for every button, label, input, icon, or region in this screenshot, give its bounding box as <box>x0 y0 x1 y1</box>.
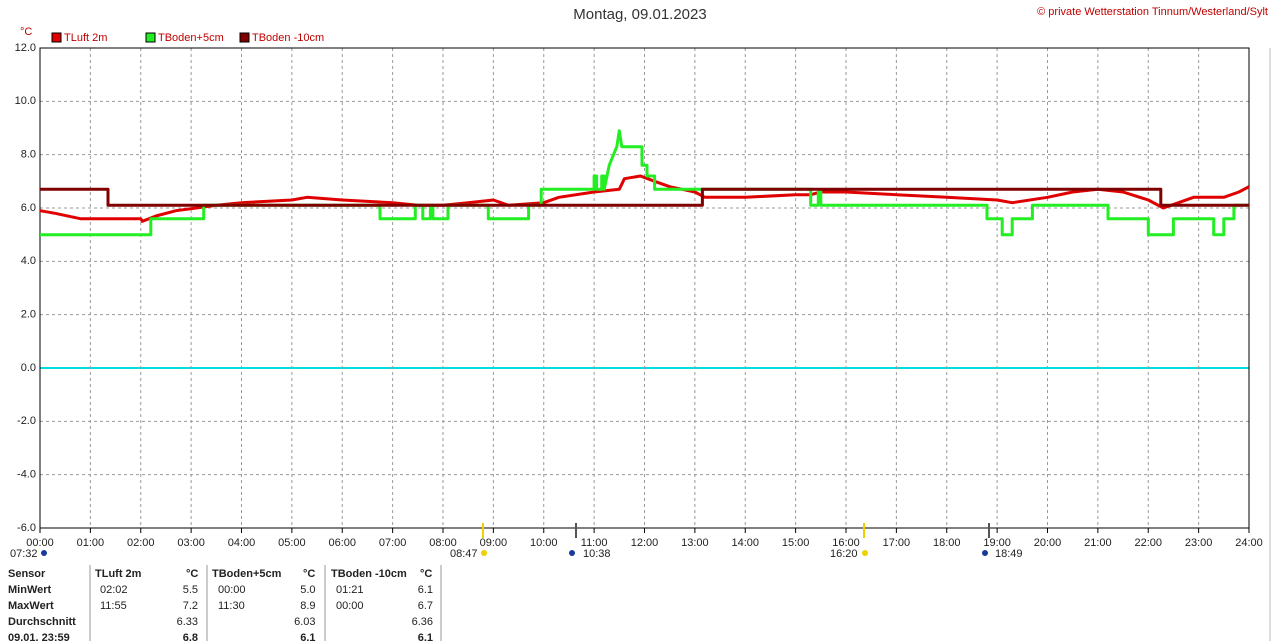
cell-value: 5.0 <box>300 584 315 596</box>
plot-frame <box>39 47 1250 529</box>
cell-time: 11:55 <box>100 600 127 612</box>
x-tick-label: 09:00 <box>480 537 508 549</box>
legend-swatch <box>51 32 62 43</box>
y-tick-label: 6.0 <box>21 202 36 214</box>
series-line <box>40 129 1249 237</box>
cell-time: 00:00 <box>218 584 246 596</box>
x-tick-label: 23:00 <box>1185 537 1213 549</box>
x-tick-label: 21:00 <box>1084 537 1112 549</box>
stats-table: Sensor TLuft 2m °C TBoden+5cm °C TBoden -10cm… <box>8 565 442 641</box>
annotation-icon <box>481 550 487 556</box>
x-tick-label: 12:00 <box>631 537 659 549</box>
x-tick-label: 00:00 <box>26 537 54 549</box>
x-tick-label: 17:00 <box>883 537 911 549</box>
x-tick-label: 03:00 <box>177 537 205 549</box>
legend-swatch <box>239 32 250 43</box>
time-annotation: 08:47 <box>450 548 478 560</box>
time-annotation: 07:32 <box>10 548 38 560</box>
row-label: Durchschnitt <box>8 616 76 628</box>
x-tick-label: 06:00 <box>328 537 356 549</box>
y-tick-label: 8.0 <box>21 149 36 161</box>
cell-value: 7.2 <box>183 600 198 612</box>
x-tick-label: 14:00 <box>731 537 759 549</box>
table-header: Sensor <box>8 568 46 580</box>
table-header: °C <box>420 568 432 580</box>
x-tick-label: 01:00 <box>77 537 105 549</box>
cell-value: 6.7 <box>418 600 433 612</box>
cell-time: 02:02 <box>100 584 128 596</box>
cell-value: 6.1 <box>418 632 433 641</box>
series-line <box>40 187 1249 207</box>
annotation-icon <box>569 550 575 556</box>
y-tick-label: 0.0 <box>21 362 36 374</box>
legend-label: TLuft 2m <box>64 32 107 44</box>
cell-value: 8.9 <box>300 600 315 612</box>
x-tick-label: 19:00 <box>983 537 1011 549</box>
legend-label: TBoden -10cm <box>252 32 324 44</box>
table-header: °C <box>186 568 198 580</box>
time-annotation: 16:20 <box>830 548 858 560</box>
y-tick-label: -2.0 <box>17 415 36 427</box>
x-tick-label: 04:00 <box>228 537 256 549</box>
legend-swatch <box>145 32 156 43</box>
annotation-icon <box>862 550 868 556</box>
time-annotation: 18:49 <box>995 548 1023 560</box>
row-label: MaxWert <box>8 600 54 612</box>
x-tick-label: 24:00 <box>1235 537 1263 549</box>
x-tick-label: 08:00 <box>429 537 457 549</box>
cell-time: 11:30 <box>218 600 245 612</box>
cell-value: 6.33 <box>177 616 198 628</box>
x-tick-label: 20:00 <box>1034 537 1062 549</box>
annotation-icon <box>982 550 988 556</box>
time-annotation: 10:38 <box>583 548 611 560</box>
row-label: 09.01. 23:59 <box>8 632 70 641</box>
x-tick-label: 07:00 <box>379 537 407 549</box>
cell-value: 6.03 <box>294 616 315 628</box>
y-tick-label: 4.0 <box>21 255 36 267</box>
x-tick-label: 22:00 <box>1134 537 1162 549</box>
legend-label: TBoden+5cm <box>158 32 224 44</box>
table-header: TBoden -10cm <box>331 568 407 580</box>
chart-title: Montag, 09.01.2023 <box>573 6 706 23</box>
x-tick-label: 13:00 <box>681 537 709 549</box>
cell-value: 6.36 <box>412 616 433 628</box>
cell-value: 6.1 <box>300 632 315 641</box>
y-tick-label: 2.0 <box>21 309 36 321</box>
x-tick-label: 02:00 <box>127 537 155 549</box>
table-header: °C <box>303 568 315 580</box>
y-tick-label: 10.0 <box>15 95 36 107</box>
cell-time: 01:21 <box>336 584 364 596</box>
table-header: TLuft 2m <box>95 568 142 580</box>
x-tick-label: 16:00 <box>832 537 860 549</box>
copyright: © private Wetterstation Tinnum/Westerlan… <box>1037 6 1268 18</box>
x-tick-label: 11:00 <box>581 537 608 549</box>
table-header: TBoden+5cm <box>212 568 282 580</box>
cell-time: 00:00 <box>336 600 364 612</box>
x-tick-label: 10:00 <box>530 537 558 549</box>
cell-value: 6.1 <box>418 584 433 596</box>
y-tick-label: 12.0 <box>15 42 36 54</box>
y-axis-unit: °C <box>20 26 32 38</box>
x-tick-label: 18:00 <box>933 537 961 549</box>
y-tick-label: -6.0 <box>17 522 36 534</box>
annotation-icon <box>41 550 47 556</box>
row-label: MinWert <box>8 584 52 596</box>
cell-value: 5.5 <box>183 584 198 596</box>
x-tick-label: 15:00 <box>782 537 810 549</box>
y-tick-label: -4.0 <box>17 469 36 481</box>
x-tick-label: 05:00 <box>278 537 306 549</box>
cell-value: 6.8 <box>183 632 198 641</box>
